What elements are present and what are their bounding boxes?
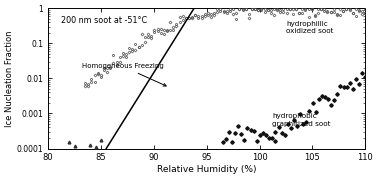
Text: hydrophillic
oxidized soot: hydrophillic oxidized soot <box>286 21 333 35</box>
X-axis label: Relative Humidity (%): Relative Humidity (%) <box>157 165 256 174</box>
Y-axis label: Ice Nucleation Fraction: Ice Nucleation Fraction <box>5 30 14 127</box>
Text: hydrophobic
graphitized soot: hydrophobic graphitized soot <box>272 113 331 127</box>
Text: 200 nm soot at -51°C: 200 nm soot at -51°C <box>61 16 147 25</box>
Text: Homogeneous Freezing: Homogeneous Freezing <box>82 63 166 86</box>
